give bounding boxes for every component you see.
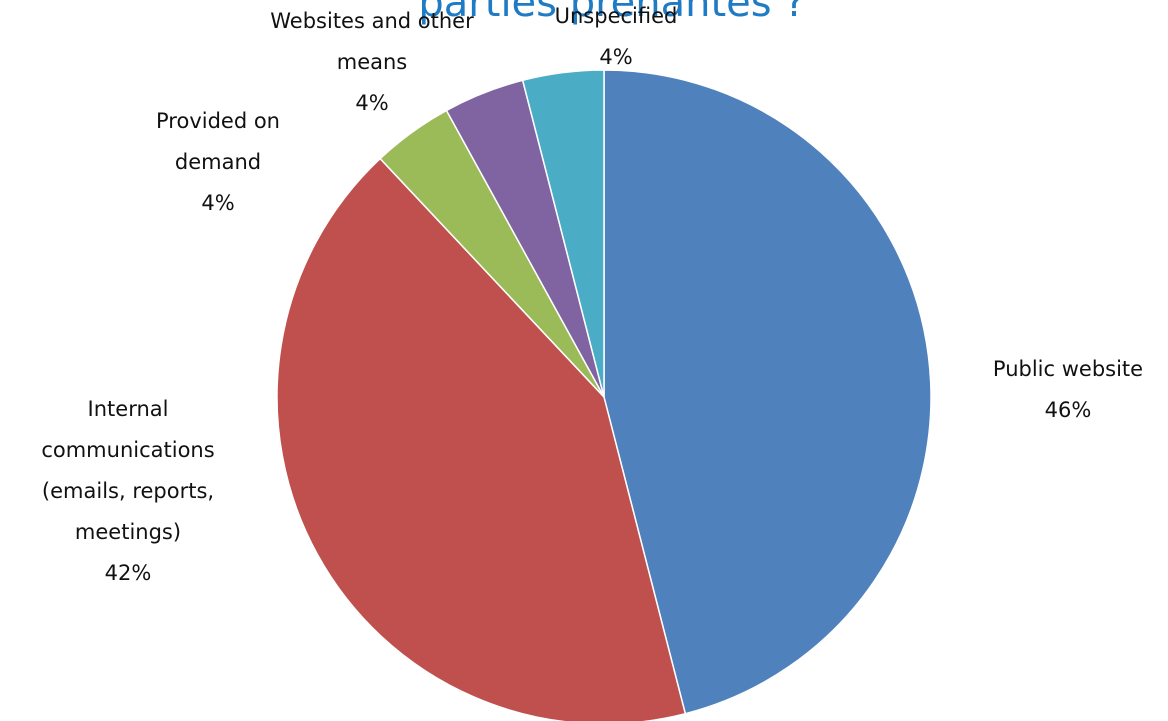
value-label: 4% [201, 191, 235, 215]
category-name: Provided on demand [156, 109, 280, 174]
category-name: Unspecified [554, 4, 678, 28]
pie-slice [521, 69, 605, 398]
slice-label: Public website 46% [958, 349, 1168, 431]
value-label: 42% [104, 561, 152, 585]
chart-title: parties prenantes ? [418, 0, 805, 26]
slice-label: Internal communications (emails, reports… [3, 389, 253, 594]
pie-slice [603, 69, 932, 715]
value-label: 4% [599, 45, 633, 69]
category-name: Websites and other means [270, 9, 474, 74]
pie-slice [276, 157, 687, 721]
category-name: Public website [992, 357, 1144, 381]
category-name: Internal communications (emails, reports… [41, 397, 215, 544]
value-label: 4% [355, 91, 389, 115]
slice-label: Websites and other means 4% [252, 1, 492, 124]
value-label: 46% [1044, 398, 1092, 422]
slice-label: Provided on demand 4% [128, 101, 308, 224]
slice-label: Unspecified 4% [526, 0, 706, 78]
